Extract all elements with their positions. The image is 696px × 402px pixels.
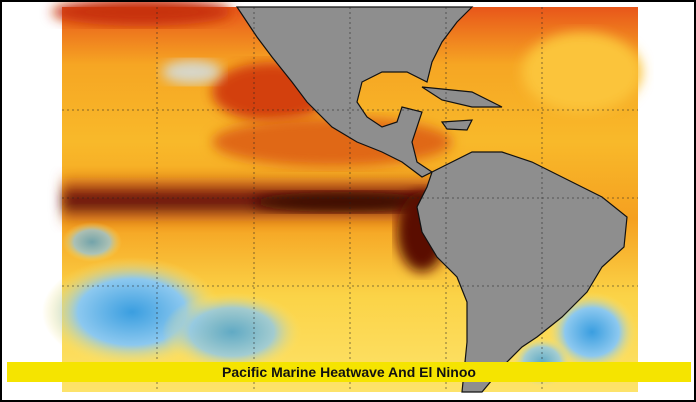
caption: Pacific Marine Heatwave And El Ninoo: [7, 362, 691, 382]
grid: [62, 7, 638, 392]
land: [235, 6, 628, 393]
